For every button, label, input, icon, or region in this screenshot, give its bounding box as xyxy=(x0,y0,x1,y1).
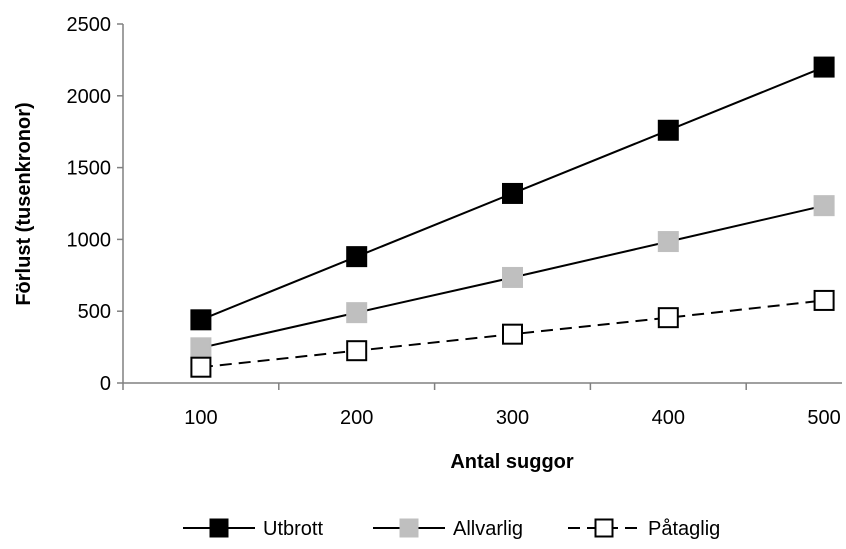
x-axis-title: Antal suggor xyxy=(450,451,574,473)
data-point-marker xyxy=(813,56,835,78)
y-tick-label: 2500 xyxy=(67,14,112,36)
axes: 0 500 1000 1500 2000 2500 100 200 300 400 500 xyxy=(67,14,842,429)
y-tick-label: 500 xyxy=(78,301,111,323)
legend-marker-utbrott xyxy=(209,518,229,538)
data-point-marker xyxy=(657,231,679,253)
data-point-marker xyxy=(657,307,679,329)
data-point-marker xyxy=(346,340,368,362)
data-point-marker xyxy=(502,182,523,204)
legend-label-allvarlig: Allvarlig xyxy=(453,518,523,540)
y-axis-title: Förlust (tusenkronor) xyxy=(13,102,35,305)
y-tick-label: 2000 xyxy=(67,86,112,108)
legend-label-utbrott: Utbrott xyxy=(263,518,323,540)
data-point-marker xyxy=(346,246,368,268)
y-tick-label: 1500 xyxy=(67,158,112,180)
data-point-marker xyxy=(190,337,212,359)
data-point-marker xyxy=(502,323,523,345)
y-tick-label: 0 xyxy=(100,373,111,395)
data-point-marker xyxy=(502,266,523,288)
legend-marker-påtaglig xyxy=(594,518,614,538)
legend: Utbrott Allvarlig Påtaglig xyxy=(183,518,720,540)
data-point-marker xyxy=(190,309,212,331)
data-point-marker xyxy=(813,195,835,217)
legend-label-påtaglig: Påtaglig xyxy=(648,518,720,540)
legend-marker-allvarlig xyxy=(399,518,419,538)
data-point-marker xyxy=(346,302,368,324)
y-tick-label: 1000 xyxy=(67,229,112,251)
x-tick-label: 300 xyxy=(496,407,529,429)
x-tick-label: 100 xyxy=(184,407,217,429)
data-point-marker xyxy=(190,356,212,378)
x-tick-label: 400 xyxy=(652,407,685,429)
x-tick-label: 200 xyxy=(340,407,373,429)
data-point-marker xyxy=(657,119,679,141)
series-layer xyxy=(190,56,835,378)
x-tick-label: 500 xyxy=(807,407,840,429)
data-point-marker xyxy=(813,289,835,311)
